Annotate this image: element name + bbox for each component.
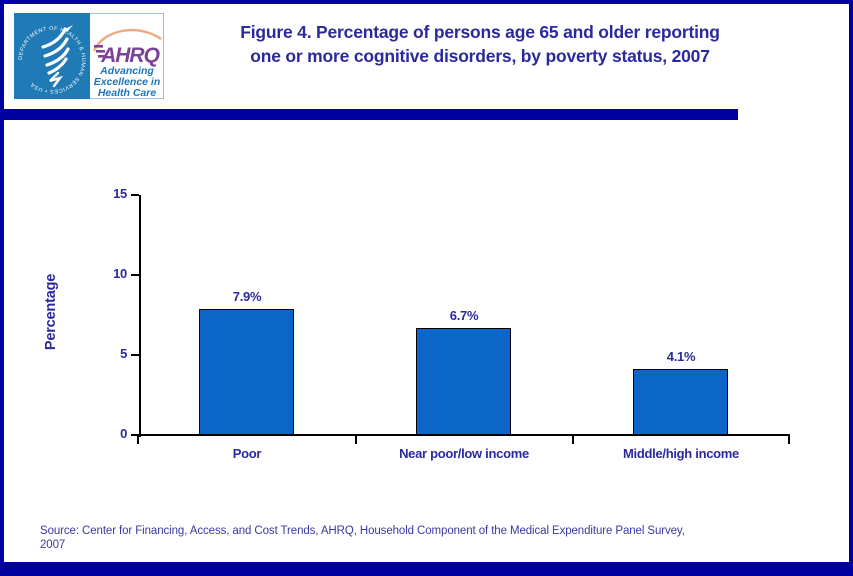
bar-chart: 0 5 10 15 7.9% Poor 6.7% Near poor/low income 4.… (4, 4, 849, 572)
ahrq-tagline-line2: Excellence in (94, 76, 161, 88)
figure-title: Figure 4. Percentage of persons age 65 a… (180, 20, 780, 68)
figure-title-line2: one or more cognitive disorders, by pove… (250, 46, 710, 66)
x-axis-tick (137, 436, 139, 444)
figure-title-line1: Figure 4. Percentage of persons age 65 a… (240, 22, 720, 42)
y-axis-tick (131, 274, 139, 276)
x-axis-tick (788, 436, 790, 444)
hhs-seal-background (14, 13, 90, 99)
hhs-ahrq-logo: DEPARTMENT OF HEALTH & HUMAN SERVICES • … (14, 13, 164, 99)
y-axis-tick-label: 5 (120, 346, 127, 361)
y-axis-line (139, 195, 141, 437)
ahrq-tagline-line3: Health Care (98, 87, 157, 99)
bar-1 (199, 309, 294, 435)
ahrq-wordmark: AHRQ (100, 44, 159, 67)
y-axis-tick (131, 434, 139, 436)
bar-value-label-2: 6.7% (449, 308, 479, 323)
x-axis-line (139, 434, 790, 436)
ahrq-speed-stripes (94, 45, 107, 58)
y-axis-tick (131, 194, 139, 196)
bar-3 (633, 369, 728, 435)
y-axis-tick-label: 0 (120, 426, 127, 441)
bar-value-label-3: 4.1% (666, 349, 696, 364)
bar-value-label-1: 7.9% (232, 289, 262, 304)
hhs-eagle-beak (65, 25, 73, 32)
x-axis-category-label-2: Near poor/low income (399, 446, 529, 461)
y-axis-tick (131, 354, 139, 356)
bar-2 (416, 328, 511, 435)
x-axis-category-label-3: Middle/high income (623, 446, 739, 461)
x-axis-category-label-1: Poor (232, 446, 262, 461)
header-divider-bar (4, 109, 738, 120)
source-note-line1: Source: Center for Financing, Access, an… (40, 525, 685, 537)
x-axis-tick (572, 436, 574, 444)
bottom-bar (4, 562, 849, 572)
source-note-line2: 2007 (40, 539, 66, 551)
y-axis-tick-label: 10 (113, 266, 127, 281)
ahrq-arc-swoosh (92, 28, 162, 52)
y-axis-tick-label: 15 (113, 186, 127, 201)
hhs-eagle-icon (41, 27, 70, 88)
y-axis-title: Percentage (43, 273, 59, 351)
ahrq-tagline-line1: Advancing (99, 65, 154, 77)
source-note: Source: Center for Financing, Access, an… (40, 524, 830, 552)
ahrq-tagline: Advancing Excellence in Health Care (94, 65, 161, 99)
logo-graphic: DEPARTMENT OF HEALTH & HUMAN SERVICES • … (14, 13, 164, 99)
x-axis-tick (355, 436, 357, 444)
